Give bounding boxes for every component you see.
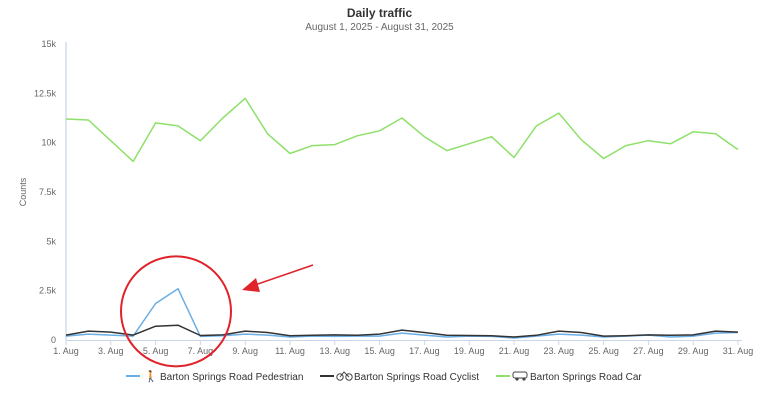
pedestrian-icon: 🚶 bbox=[144, 370, 158, 383]
y-axis-title: Counts bbox=[18, 177, 28, 206]
annotation-circle bbox=[120, 255, 232, 368]
y-tick-label: 10k bbox=[41, 138, 56, 148]
y-tick-label: 2.5k bbox=[39, 286, 57, 296]
y-tick-label: 7.5k bbox=[39, 187, 57, 197]
x-tick-label: 9. Aug bbox=[232, 346, 258, 356]
annotation-arrow-line bbox=[251, 264, 314, 287]
chart-subtitle: August 1, 2025 - August 31, 2025 bbox=[305, 22, 454, 33]
x-tick-label: 13. Aug bbox=[320, 346, 351, 356]
x-tick-label: 19. Aug bbox=[454, 346, 485, 356]
bicycle-icon-wheel bbox=[345, 373, 353, 381]
legend-label: Barton Springs Road Cyclist bbox=[354, 372, 479, 383]
bicycle-icon-frame bbox=[339, 371, 350, 378]
car-icon-wheel bbox=[515, 377, 519, 381]
x-tick-label: 5. Aug bbox=[143, 346, 169, 356]
annotation-arrow-head bbox=[242, 278, 260, 292]
x-tick-label: 3. Aug bbox=[98, 346, 124, 356]
legend-label: Barton Springs Road Car bbox=[530, 372, 642, 383]
x-tick-label: 1. Aug bbox=[53, 346, 79, 356]
series-line-car bbox=[65, 97, 739, 163]
x-tick-label: 29. Aug bbox=[678, 346, 709, 356]
series-line-bicycle bbox=[65, 324, 739, 338]
x-tick-label: 11. Aug bbox=[275, 346, 305, 356]
chart-title: Daily traffic bbox=[346, 6, 413, 20]
x-tick-label: 27. Aug bbox=[633, 346, 664, 356]
legend-label: Barton Springs Road Pedestrian bbox=[160, 372, 303, 383]
bicycle-icon bbox=[336, 373, 344, 381]
x-tick-label: 25. Aug bbox=[588, 346, 619, 356]
car-icon bbox=[512, 371, 528, 379]
y-tick-label: 0 bbox=[51, 335, 56, 345]
y-tick-label: 12.5k bbox=[34, 88, 57, 98]
car-icon-wheel bbox=[522, 377, 526, 381]
x-tick-label: 15. Aug bbox=[364, 346, 395, 356]
y-tick-label: 15k bbox=[41, 39, 56, 49]
x-tick-label: 7. Aug bbox=[188, 346, 214, 356]
x-tick-label: 17. Aug bbox=[409, 346, 440, 356]
x-tick-label: 23. Aug bbox=[544, 346, 575, 356]
x-tick-label: 21. Aug bbox=[499, 346, 530, 356]
x-tick-label: 31. Aug bbox=[723, 346, 754, 356]
y-tick-label: 5k bbox=[46, 236, 56, 246]
